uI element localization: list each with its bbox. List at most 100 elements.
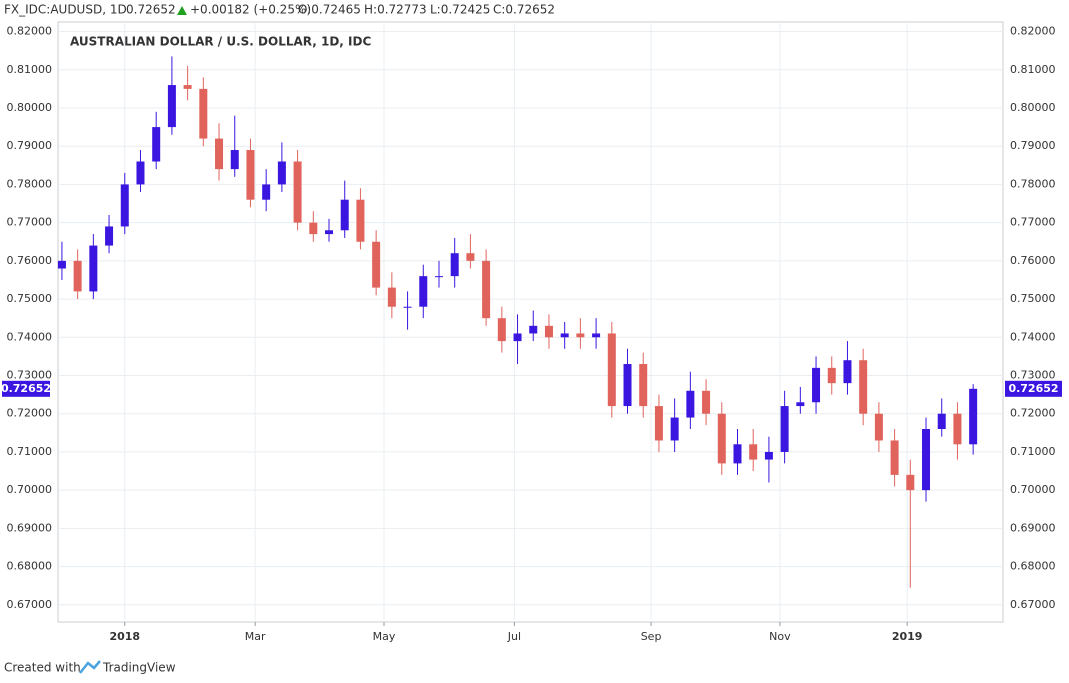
candle-body [372, 241, 381, 288]
candle-body [717, 413, 726, 464]
y-tick-label: 0.78000 [7, 177, 53, 190]
y-tick-label-right: 0.70000 [1010, 483, 1056, 496]
candle-body [937, 413, 946, 430]
y-tick-label: 0.76000 [7, 254, 53, 267]
header-high: H:0.72773 [364, 3, 427, 17]
header-low: L:0.72425 [430, 3, 490, 17]
y-tick-label-right: 0.79000 [1010, 139, 1056, 152]
x-tick-label: 2018 [109, 630, 140, 643]
header-open: O:0.72465 [298, 3, 361, 17]
footer-brand: TradingView [102, 661, 176, 675]
y-tick-label: 0.72000 [7, 407, 53, 420]
candle-body [215, 138, 224, 170]
y-tick-label: 0.71000 [7, 445, 53, 458]
candle-body [749, 444, 758, 460]
candle-body [890, 440, 899, 475]
x-tick-label: Nov [769, 630, 791, 643]
y-tick-label: 0.70000 [7, 483, 53, 496]
y-tick-label-right: 0.73000 [1010, 369, 1056, 382]
brand-logo [79, 660, 101, 674]
candle-body [387, 287, 396, 307]
y-tick-label: 0.73000 [7, 369, 53, 382]
x-tick-label: Mar [245, 630, 266, 643]
candle-body [639, 364, 648, 407]
candle-body [419, 276, 428, 307]
last-price-label: 0.72652 [1008, 382, 1058, 395]
candle-body [340, 199, 349, 231]
last-price-badge [2, 380, 50, 397]
x-tick-label: May [373, 630, 396, 643]
y-tick-label-right: 0.75000 [1010, 292, 1056, 305]
candle-body [513, 333, 522, 342]
candle-body [403, 306, 412, 308]
last-price-label: 0.72652 [1, 382, 51, 395]
candle-body [654, 406, 663, 441]
candle-body [702, 390, 711, 414]
candle-body [592, 333, 601, 338]
y-tick-label: 0.80000 [7, 101, 53, 114]
candle-body [262, 184, 271, 200]
candle-body [277, 161, 286, 185]
header-symbol: FX_IDC:AUDUSD, 1D [4, 3, 127, 17]
candle-body [733, 444, 742, 464]
candle-body [230, 150, 239, 170]
candle-body [246, 150, 255, 200]
y-tick-label-right: 0.80000 [1010, 101, 1056, 114]
y-tick-label-right: 0.76000 [1010, 254, 1056, 267]
y-tick-label: 0.81000 [7, 63, 53, 76]
y-tick-label: 0.79000 [7, 139, 53, 152]
y-tick-label-right: 0.71000 [1010, 445, 1056, 458]
candle-body [73, 260, 82, 292]
candle-body [623, 364, 632, 407]
y-tick-label: 0.74000 [7, 330, 53, 343]
candle-body [57, 260, 66, 269]
candle-body [152, 127, 161, 162]
candle-body [136, 161, 145, 185]
candle-body [906, 474, 915, 491]
candle-body [874, 413, 883, 441]
candle-body [529, 325, 538, 334]
y-tick-label: 0.77000 [7, 216, 53, 229]
header-close: C:0.72652 [493, 3, 555, 17]
candle-body [497, 318, 506, 342]
candle-body [120, 184, 129, 227]
candle-body [969, 388, 978, 445]
y-tick-label-right: 0.72000 [1010, 407, 1056, 420]
candle-body [922, 429, 931, 491]
candle-body [466, 253, 475, 261]
candle-body [434, 276, 443, 278]
candle-body [686, 390, 695, 418]
header-price: 0.72652 [126, 3, 176, 17]
candle-body [183, 85, 192, 89]
candle-body [576, 333, 585, 338]
plot-frame [57, 21, 1004, 623]
up-arrow [177, 6, 187, 15]
candle-body [544, 325, 553, 338]
candle-body [167, 85, 176, 128]
candle-body [780, 406, 789, 452]
y-tick-label-right: 0.69000 [1010, 521, 1056, 534]
y-tick-label-right: 0.77000 [1010, 216, 1056, 229]
candle-body [325, 230, 334, 235]
x-tick-label: Jul [507, 630, 521, 643]
candle-body [827, 367, 836, 384]
header-change: +0.00182 (+0.25%) [190, 3, 311, 17]
candle-body [105, 226, 114, 246]
candle-body [450, 253, 459, 277]
candle-body [843, 360, 852, 384]
candle-body [356, 199, 365, 242]
candle-body [560, 333, 569, 338]
candle-body [859, 360, 868, 414]
y-tick-label-right: 0.68000 [1010, 560, 1056, 573]
candle-body [953, 413, 962, 445]
y-tick-label-right: 0.82000 [1010, 25, 1056, 38]
y-tick-label: 0.82000 [7, 25, 53, 38]
y-tick-label: 0.67000 [7, 598, 53, 611]
candle-body [764, 451, 773, 460]
y-tick-label-right: 0.67000 [1010, 598, 1056, 611]
candle-body [89, 245, 98, 292]
candle-body [293, 161, 302, 223]
candle-body [607, 333, 616, 407]
